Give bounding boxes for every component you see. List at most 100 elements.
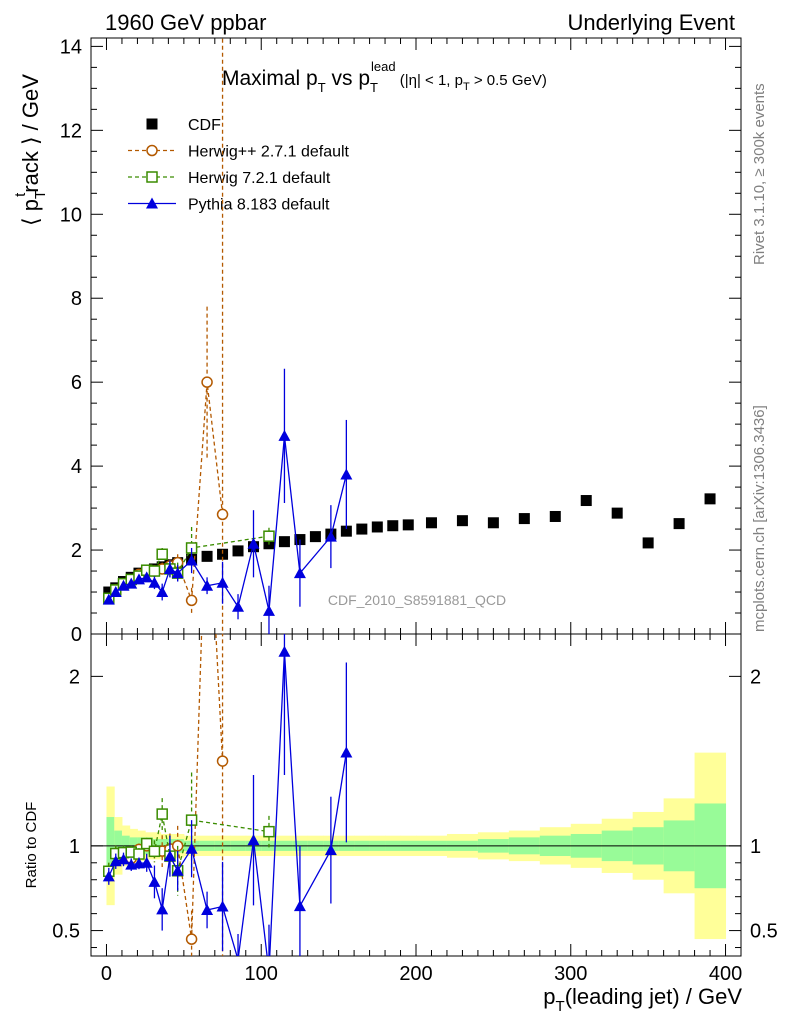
legend: CDF Herwig++ 2.7.1 default Herwig 7.2.1 de… — [128, 117, 350, 214]
y-tick-label: 14 — [60, 36, 82, 58]
data-point-pythia — [340, 746, 353, 758]
ratio-tick-label-right: 0.5 — [750, 921, 778, 943]
legend-item-herwigpp: Herwig++ 2.7.1 default — [128, 144, 350, 161]
data-point-pythia — [262, 604, 275, 616]
data-point-cdf — [425, 517, 437, 529]
data-point-herwig7 — [146, 171, 158, 183]
data-point-pythia — [102, 870, 115, 882]
data-point-pythia — [171, 567, 184, 579]
analysis-watermark: CDF_2010_S8591881_QCD — [328, 592, 506, 608]
data-point-pythia — [216, 900, 229, 912]
data-point-pythia — [216, 576, 229, 588]
legend-item-pythia: Pythia 8.183 default — [128, 197, 330, 214]
legend-label: Herwig 7.2.1 default — [188, 170, 331, 187]
header-left: 1960 GeV ppbar — [105, 10, 266, 35]
data-point-pythia — [102, 593, 115, 605]
data-point-pythia — [201, 579, 214, 591]
data-point-cdf — [387, 520, 399, 532]
data-point-cdf — [278, 536, 290, 548]
legend-label: Pythia 8.183 default — [188, 197, 330, 214]
data-point-herwig7 — [156, 808, 168, 820]
data-point-pythia — [109, 586, 122, 598]
ratio-tick-label-right: 1 — [750, 836, 761, 858]
data-point-herwigpp — [201, 376, 213, 388]
x-tick-label: 100 — [245, 963, 278, 985]
main-data-layer — [102, 38, 716, 634]
data-point-pythia — [278, 429, 291, 441]
y-tick-label: 4 — [71, 456, 82, 478]
ratio-line-herwigpp — [108, 634, 224, 940]
data-point-pythia — [340, 468, 353, 480]
data-point-cdf — [549, 510, 561, 522]
ratio-tick-label: 1 — [69, 836, 80, 858]
legend-label: Herwig++ 2.7.1 default — [188, 144, 350, 161]
data-point-pythia — [148, 875, 161, 887]
data-point-pythia — [185, 842, 198, 854]
data-point-herwigpp — [216, 755, 229, 767]
ratio-tick-label-right: 2 — [750, 666, 761, 688]
data-point-cdf — [103, 586, 115, 598]
data-point-cdf — [518, 513, 530, 525]
data-point-pythia — [236, 953, 240, 956]
rivet-label: Rivet 3.1.10, ≥ 300k events — [751, 83, 768, 265]
data-point-pythia — [232, 600, 245, 612]
legend-item-herwig7: Herwig 7.2.1 default — [128, 170, 331, 187]
data-point-pythia — [201, 903, 214, 915]
data-point-herwigpp — [185, 933, 198, 945]
data-point-cdf — [356, 523, 368, 535]
data-point-cdf — [642, 537, 654, 549]
y-tick-label: 8 — [71, 288, 82, 310]
data-point-cdf — [704, 493, 716, 505]
data-point-herwig7 — [148, 565, 161, 577]
data-point-pythia — [163, 562, 176, 574]
data-point-pythia — [293, 567, 306, 579]
data-point-herwig7 — [140, 837, 153, 850]
data-point-herwig7 — [263, 825, 275, 838]
data-point-cdf — [456, 515, 468, 527]
data-point-herwig7 — [156, 548, 168, 561]
data-point-pythia — [156, 903, 169, 915]
data-point-cdf — [217, 548, 229, 560]
x-tick-label: 200 — [399, 963, 432, 985]
ratio-tick-label: 2 — [69, 666, 80, 688]
data-point-pythia — [140, 856, 153, 868]
x-tick-label: 400 — [709, 963, 742, 985]
data-point-pythia — [140, 571, 153, 583]
data-point-cdf — [402, 519, 414, 531]
data-point-cdf — [487, 517, 499, 529]
data-point-herwig7 — [263, 530, 275, 542]
data-point-cdf — [309, 531, 321, 543]
x-axis-label: pT(leading jet) / GeV — [543, 984, 742, 1015]
header-right: Underlying Event — [567, 10, 735, 35]
series-line-pythia — [108, 435, 347, 612]
y-tick-label: 2 — [71, 540, 82, 562]
data-point-pythia — [247, 537, 260, 549]
y-tick-label: 12 — [60, 120, 82, 142]
data-point-cdf — [146, 118, 158, 130]
ratio-axis-label: Ratio to CDF — [23, 802, 40, 889]
mcplots-label: mcplots.cern.ch [arXiv:1306.3436] — [751, 405, 768, 632]
ratio-tick-label: 0.5 — [52, 921, 80, 943]
ratio-line-pythia — [108, 651, 347, 956]
x-axis-label-text: pT(leading jet) / GeV — [543, 984, 742, 1015]
x-tick-label: 300 — [554, 963, 587, 985]
ratio-uncertainty-band — [91, 752, 741, 940]
data-point-pythia — [247, 834, 260, 846]
data-point-cdf — [673, 518, 685, 530]
data-point-pythia — [278, 645, 291, 657]
plot-title: Maximal pT vs pTlead (|η| < 1, pT > 0.5 … — [222, 59, 547, 95]
data-point-pythia — [171, 864, 184, 876]
y-tick-label: 6 — [71, 372, 82, 394]
data-point-herwigpp — [202, 461, 212, 471]
data-point-cdf — [580, 495, 592, 507]
data-point-cdf — [201, 550, 213, 562]
data-point-cdf — [340, 525, 352, 537]
legend-label: CDF — [188, 117, 221, 134]
data-point-herwig7 — [148, 845, 161, 858]
ratio-data-layer — [102, 461, 353, 956]
data-point-pythia — [117, 853, 130, 865]
data-point-pythia — [156, 586, 169, 598]
data-point-herwigpp — [216, 508, 229, 521]
